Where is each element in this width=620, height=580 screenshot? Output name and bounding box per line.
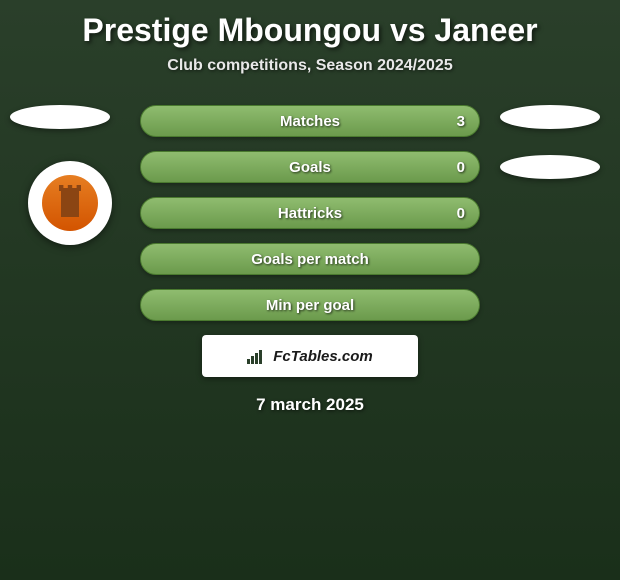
stat-bars: Matches 3 Goals 0 Hattricks 0 Goals per … [140,105,480,321]
stat-value: 3 [457,113,465,130]
tower-icon [61,189,79,217]
stat-label: Goals [289,159,331,176]
bar-chart-icon [247,348,267,364]
stat-label: Min per goal [266,297,354,314]
stat-label: Goals per match [251,251,369,268]
right-placeholder-ellipse-2 [500,155,600,179]
attribution-text: FcTables.com [273,348,372,365]
page-title: Prestige Mboungou vs Janeer [0,0,620,49]
left-placeholder-ellipse-1 [10,105,110,129]
stat-label: Hattricks [278,205,342,222]
comparison-area: Matches 3 Goals 0 Hattricks 0 Goals per … [0,105,620,415]
date-label: 7 march 2025 [0,395,620,415]
stat-value: 0 [457,205,465,222]
right-placeholder-ellipse-1 [500,105,600,129]
stat-bar-goals: Goals 0 [140,151,480,183]
subtitle: Club competitions, Season 2024/2025 [0,57,620,75]
club-logo [28,161,112,245]
stat-bar-min-per-goal: Min per goal [140,289,480,321]
stat-bar-hattricks: Hattricks 0 [140,197,480,229]
stat-bar-matches: Matches 3 [140,105,480,137]
stat-value: 0 [457,159,465,176]
stat-label: Matches [280,113,340,130]
club-logo-inner [42,175,98,231]
attribution-badge[interactable]: FcTables.com [202,335,418,377]
stat-bar-goals-per-match: Goals per match [140,243,480,275]
